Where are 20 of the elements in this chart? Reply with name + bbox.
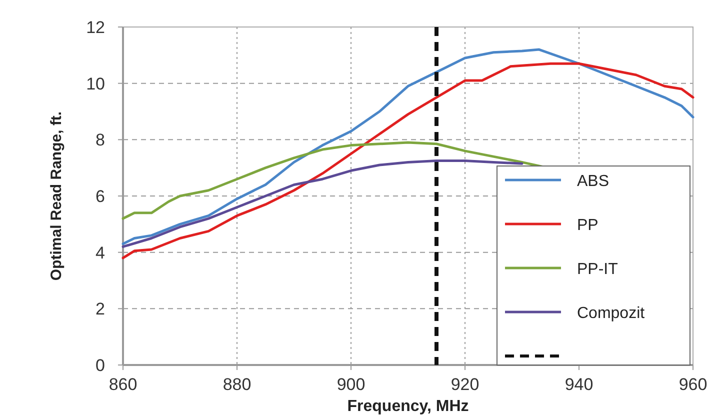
x-tick-label: 920	[450, 375, 480, 394]
x-tick-label: 900	[336, 375, 366, 394]
x-tick-label: 940	[564, 375, 594, 394]
y-tick-label: 0	[96, 356, 105, 375]
x-tick-label: 880	[222, 375, 252, 394]
x-axis-title: Frequency, MHz	[347, 398, 469, 415]
line-series	[122, 160, 524, 248]
y-tick-label: 8	[96, 130, 105, 150]
legend-label: PP	[577, 217, 598, 234]
legend-label: Compozit	[577, 305, 646, 322]
legend-label: ABS	[577, 173, 610, 190]
legend-label: PP-IT	[577, 261, 618, 278]
y-tick-label: 6	[96, 187, 105, 206]
y-tick-label: 2	[96, 300, 105, 319]
x-tick-label: 960	[678, 375, 707, 394]
x-tick-label: 860	[108, 375, 138, 394]
y-tick-label: 10	[86, 74, 105, 94]
y-tick-label: 12	[86, 18, 105, 37]
y-tick-label: 4	[96, 243, 105, 262]
y-axis-title: Optimal Read Range, ft.	[48, 111, 65, 281]
